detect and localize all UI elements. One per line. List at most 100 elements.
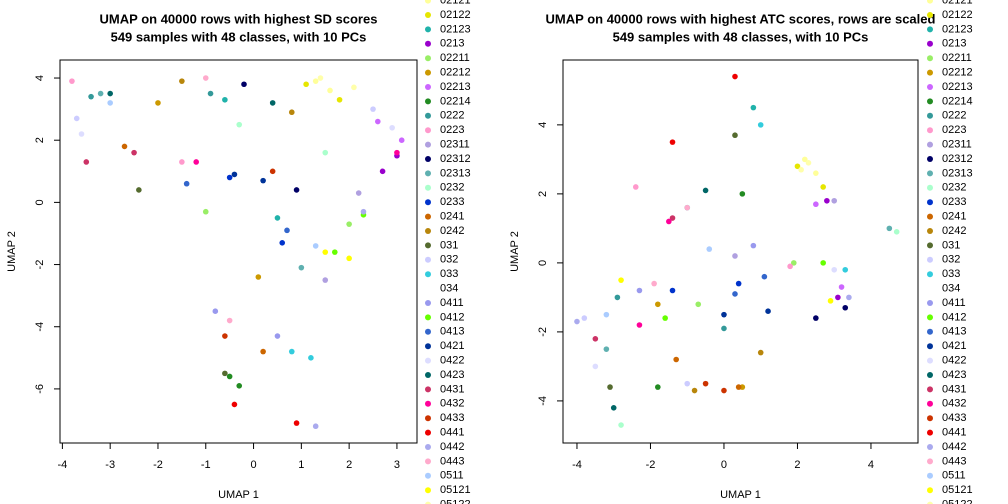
y-tick-label: -2: [537, 327, 549, 337]
legend-label: 0412: [440, 311, 464, 323]
legend-marker: [425, 98, 431, 105]
point: [651, 280, 657, 287]
x-tick-label: 1: [298, 459, 304, 471]
point: [207, 90, 214, 97]
y-tick-label: -4: [34, 322, 46, 332]
legend-marker: [425, 84, 431, 90]
x-tick-label: -2: [153, 459, 163, 471]
legend-marker: [927, 271, 933, 278]
point: [231, 401, 238, 408]
point: [739, 191, 746, 197]
legend-marker: [927, 415, 933, 422]
legend-label: 02313: [942, 167, 973, 179]
point: [827, 277, 834, 283]
point: [308, 355, 314, 361]
point: [790, 260, 797, 266]
legend-marker: [425, 415, 431, 422]
y-tick-label: 2: [537, 191, 549, 197]
point: [702, 380, 709, 387]
point: [732, 132, 738, 139]
legend-marker: [927, 300, 933, 306]
point: [805, 160, 812, 166]
legend-marker: [425, 69, 431, 76]
legend-label: 02312: [440, 153, 471, 165]
point: [370, 106, 376, 112]
point: [322, 249, 329, 255]
point: [312, 78, 319, 84]
point: [632, 184, 639, 190]
point: [193, 159, 200, 165]
point: [155, 100, 161, 106]
x-tick-label: -4: [572, 459, 582, 471]
point: [824, 197, 830, 204]
legend-marker: [927, 199, 933, 206]
point: [322, 277, 329, 283]
legend-label: 02212: [440, 67, 471, 79]
point: [269, 168, 276, 175]
point: [355, 190, 362, 196]
point: [346, 221, 352, 227]
point: [636, 322, 643, 328]
point: [241, 81, 247, 88]
legend-marker: [927, 69, 933, 76]
legend-label: 0423: [440, 369, 464, 381]
y-tick-label: 4: [537, 122, 549, 128]
point: [669, 215, 676, 221]
legend-label: 02122: [942, 9, 973, 21]
point: [389, 124, 395, 131]
point: [255, 274, 262, 280]
legend-label: 02212: [942, 67, 973, 79]
legend-marker: [425, 256, 431, 263]
legend-label: 02211: [942, 52, 972, 64]
y-tick-label: 2: [34, 137, 46, 143]
legend-marker: [927, 328, 933, 335]
legend-marker: [425, 228, 431, 234]
legend-marker: [927, 386, 933, 393]
point: [226, 174, 233, 181]
legend-marker: [927, 112, 933, 119]
legend-label: 02312: [942, 153, 973, 165]
point: [394, 149, 400, 156]
legend-marker: [425, 314, 431, 321]
point: [298, 137, 305, 144]
point: [603, 346, 610, 352]
point: [574, 318, 580, 325]
point: [706, 246, 713, 252]
point: [226, 373, 233, 380]
y-tick-label: 0: [34, 199, 46, 205]
point: [813, 315, 819, 321]
legend-marker: [425, 472, 431, 479]
point: [757, 349, 764, 356]
point: [655, 301, 661, 308]
legend-label: 032: [942, 254, 960, 266]
legend-marker: [927, 372, 933, 378]
legend-marker: [425, 26, 431, 33]
point: [820, 184, 826, 190]
point: [607, 384, 613, 390]
legend-label: 0241: [440, 211, 464, 223]
legend-label: 0242: [942, 225, 966, 237]
point: [222, 96, 228, 103]
point: [721, 387, 727, 394]
legend-marker: [927, 343, 933, 350]
legend-label: 02311: [942, 139, 972, 151]
legend-label: 032: [440, 254, 458, 266]
legend-marker: [927, 156, 933, 162]
legend-label: 0222: [942, 110, 966, 122]
point: [695, 301, 702, 308]
point: [750, 104, 757, 111]
point: [179, 78, 185, 84]
legend-label: 0511: [942, 470, 966, 482]
legend-marker: [425, 285, 431, 292]
point: [842, 304, 849, 311]
legend-marker: [927, 141, 933, 148]
x-tick-label: -1: [201, 459, 211, 471]
legend-label: 0411: [942, 297, 966, 309]
legend-label: 05121: [942, 484, 973, 496]
legend-marker: [425, 400, 431, 407]
point: [274, 215, 281, 221]
point: [222, 333, 228, 339]
point: [293, 420, 300, 426]
legend-marker: [425, 429, 431, 436]
point: [346, 255, 352, 262]
